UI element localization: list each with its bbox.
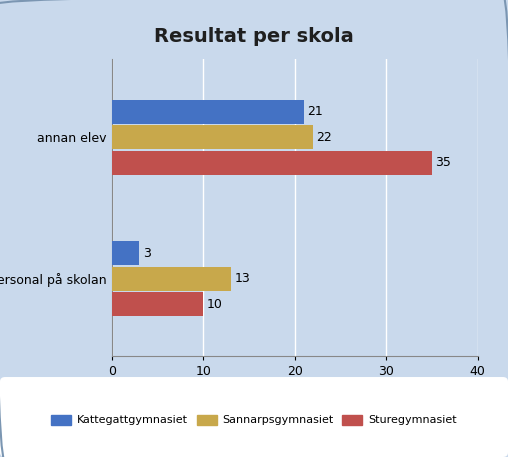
Text: Resultat per skola: Resultat per skola xyxy=(154,27,354,46)
Bar xyxy=(112,125,313,149)
Bar xyxy=(112,100,304,124)
Bar xyxy=(112,241,139,266)
Text: 3: 3 xyxy=(143,247,151,260)
Bar xyxy=(112,292,203,316)
Legend: Kattegattgymnasiet, Sannarpsgymnasiet, Sturegymnasiet: Kattegattgymnasiet, Sannarpsgymnasiet, S… xyxy=(47,410,461,430)
Bar xyxy=(112,150,432,175)
Bar xyxy=(112,266,231,291)
Text: 22: 22 xyxy=(316,131,332,143)
Text: 10: 10 xyxy=(207,298,223,311)
Text: 21: 21 xyxy=(307,105,323,118)
Text: 13: 13 xyxy=(234,272,250,285)
Text: 35: 35 xyxy=(435,156,451,169)
FancyBboxPatch shape xyxy=(0,377,508,457)
